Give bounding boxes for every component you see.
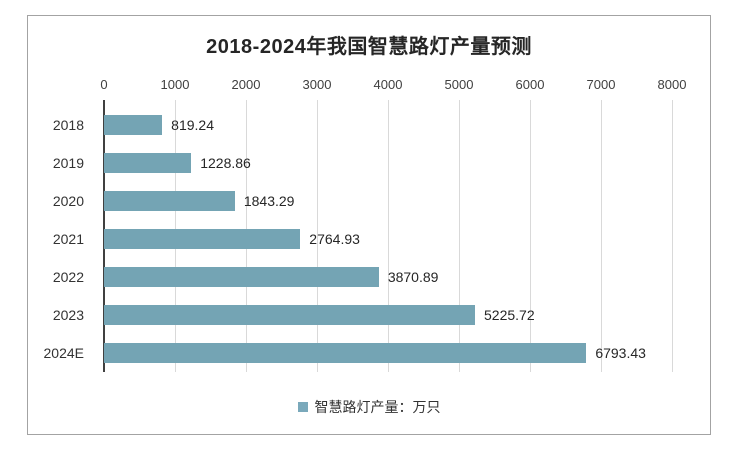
bar-row: 2764.93	[104, 220, 672, 258]
y-axis-labels: 2018 2019 2020 2021 2022 2023 2024E	[28, 106, 96, 372]
gridline	[601, 100, 602, 372]
y-axis-category-label: 2018	[52, 117, 84, 133]
bar	[104, 115, 163, 135]
legend-label: 智慧路灯产量：万只	[314, 399, 441, 415]
bar-value-label: 5225.72	[484, 307, 535, 323]
bar-row: 5225.72	[104, 296, 672, 334]
chart-title: 2018-2024年我国智慧路灯产量预测	[206, 36, 532, 58]
x-axis-tick-label: 1000	[160, 77, 190, 92]
y-axis-category-label: 2023	[52, 307, 84, 323]
y-axis-category-label: 2024E	[43, 345, 84, 361]
bar-value-label: 6793.43	[595, 345, 646, 361]
bar-value-label: 1228.86	[200, 155, 251, 171]
x-axis-tick-row: 0 1000 2000 3000 4000 5000 6000 7000 8000	[100, 77, 686, 93]
y-axis-category-label: 2019	[52, 155, 84, 171]
bar	[104, 305, 476, 325]
bar	[104, 267, 379, 287]
y-axis-category-label: 2020	[52, 193, 84, 209]
bar-row: 3870.89	[104, 258, 672, 296]
bar	[104, 229, 301, 249]
x-axis-tick-label: 8000	[657, 77, 687, 92]
bar-row: 1843.29	[104, 182, 672, 220]
bar-row: 6793.43	[104, 334, 672, 372]
chart-frame: 2018-2024年我国智慧路灯产量预测 0 1000 2000 3000 4000 50…	[27, 15, 711, 435]
bar	[104, 153, 192, 173]
legend: 智慧路灯产量：万只	[28, 397, 710, 417]
bar-rows: 819.24 1228.86 1843.29 2764.93 3870.89 5225.7…	[104, 106, 672, 372]
y-axis-category-label: 2022	[52, 269, 84, 285]
legend-marker-icon	[297, 402, 308, 412]
bar-value-label: 1843.29	[243, 193, 295, 209]
bar	[104, 191, 235, 211]
x-axis-tick-label: 5000	[444, 77, 474, 92]
x-axis-tick-label: 6000	[515, 77, 545, 92]
x-axis-tick-label: 7000	[586, 77, 616, 92]
gridline	[672, 100, 673, 372]
x-axis-tick-label: 3000	[302, 77, 332, 92]
gridline	[459, 100, 460, 372]
gridline	[388, 100, 389, 372]
x-axis-tick-label: 2000	[231, 77, 261, 92]
x-axis-tick-label: 0	[100, 77, 108, 92]
bar-row: 1228.86	[104, 144, 672, 182]
gridline	[317, 100, 318, 372]
bar	[104, 343, 587, 363]
bar-value-label: 2764.93	[309, 231, 360, 247]
bar-value-label: 3870.89	[387, 269, 439, 285]
gridline	[530, 100, 531, 372]
bar-value-label: 819.24	[171, 117, 214, 133]
y-axis-category-label: 2021	[52, 231, 84, 247]
x-axis-tick-label: 4000	[373, 77, 403, 92]
bar-row: 819.24	[104, 106, 672, 144]
